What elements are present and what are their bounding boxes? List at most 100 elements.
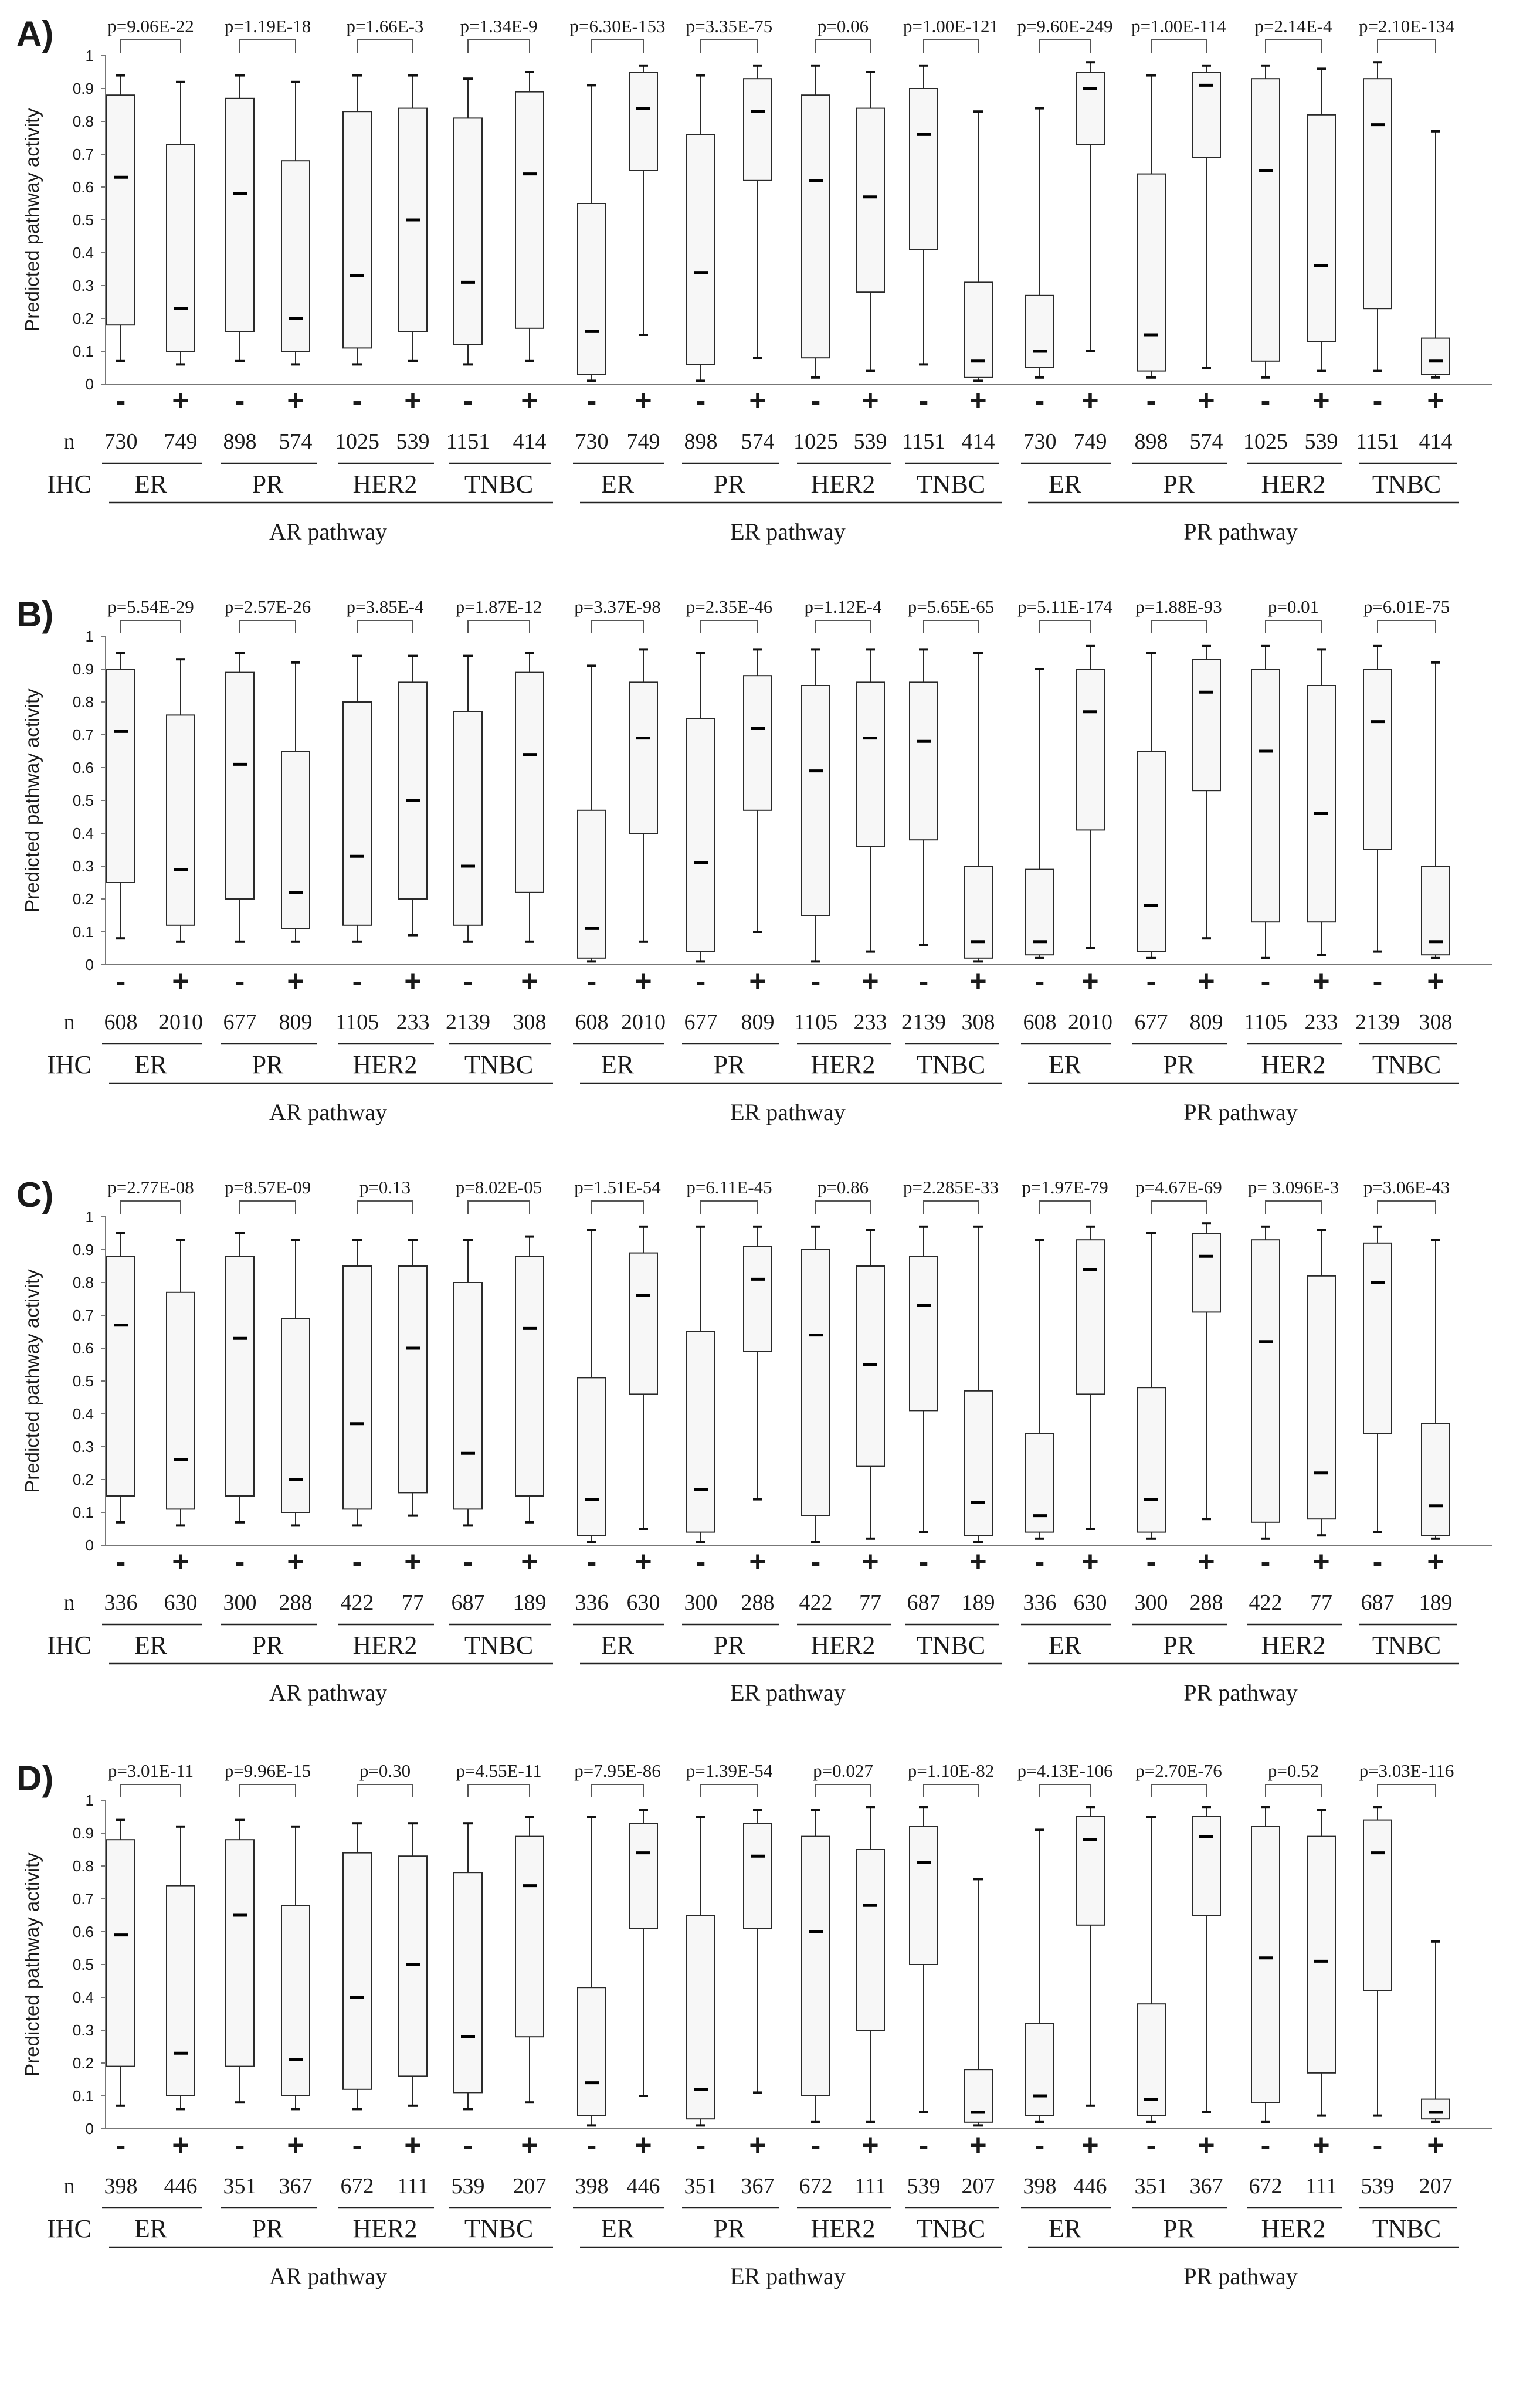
panel-c-p-value: p=1.97E-79: [1022, 1177, 1108, 1197]
panel-d-y-axis-title: Predicted pathway activity: [21, 1852, 43, 2077]
panel-d-p-value-bracket: [239, 1784, 296, 1797]
panel-b-n-value: 308: [513, 1010, 547, 1034]
panel-d-ihc-label: HER2: [1261, 2214, 1326, 2243]
panel-b-n-value: 308: [1419, 1010, 1453, 1034]
panel-a-n-value: 730: [1023, 429, 1057, 454]
panel-d-p-value-bracket: [467, 1784, 530, 1797]
panel-a-y-tick-label: 0.9: [73, 80, 94, 97]
panel-d-p-value-bracket: [700, 1784, 758, 1797]
panel-c-box: [577, 1377, 606, 1536]
panel-d-sign-label: -: [811, 2129, 821, 2162]
panel-d-box: [1363, 1819, 1392, 1991]
panel-d-p-value-bracket: [923, 1784, 979, 1797]
panel-c-sign-label: +: [1427, 1545, 1444, 1578]
panel-b-n-value: 2010: [158, 1010, 203, 1034]
panel-d-n-value: 539: [907, 2174, 941, 2198]
panel-c-n-value: 288: [1190, 1590, 1223, 1615]
panel-c-box: [1025, 1433, 1054, 1533]
panel-c-label: C): [16, 1175, 53, 1214]
panel-a-ihc-label: TNBC: [1372, 470, 1441, 498]
panel-b-ihc-label: ER: [1049, 1050, 1082, 1079]
panel-a-box: [1076, 72, 1105, 145]
panel-b-n-value: 233: [1305, 1010, 1338, 1034]
panel-d-pathway-label: PR pathway: [1183, 2263, 1297, 2289]
panel-d-sign-label: +: [1081, 2129, 1098, 2162]
panel-c-p-value-bracket: [467, 1200, 530, 1214]
panel-b-n-value: 2139: [901, 1010, 946, 1034]
panel-b-sign-label: +: [1312, 965, 1329, 997]
panel-d-box: [964, 2069, 993, 2123]
panel-b-p-value: p=3.85E-4: [347, 596, 424, 617]
panel-d-p-value: p=1.10E-82: [908, 1760, 995, 1781]
panel-d-sign-label: +: [404, 2129, 421, 2162]
panel-b-y-tick-label: 1: [86, 627, 94, 645]
panel-b-box: [686, 718, 715, 952]
panel-d-box: [686, 1915, 715, 2120]
panel-c-n-row-label: n: [64, 1590, 75, 1615]
panel-c-sign-label: -: [587, 1545, 597, 1578]
panel-a-sign-label: +: [749, 384, 766, 417]
panel-c-n-value: 687: [907, 1590, 941, 1615]
panel-d-y-tick-label: 0: [86, 2120, 94, 2137]
panel-a-box: [515, 91, 544, 329]
panel-b-p-value: p=1.88E-93: [1135, 596, 1222, 617]
panel-c-pathway-label: ER pathway: [730, 1680, 846, 1706]
panel-a-sign-label: -: [352, 384, 362, 417]
panel-d-box: [801, 1835, 830, 2097]
panel-d-sign-label: -: [587, 2129, 597, 2162]
panel-c-y-tick-label: 0.6: [73, 1339, 94, 1357]
panel-c-y-tick-label: 0.5: [73, 1372, 94, 1390]
panel-a-box: [1307, 114, 1336, 342]
panel-d-n-value: 367: [279, 2174, 313, 2198]
panel-a-n-value: 898: [684, 429, 718, 454]
panel-d-n-value: 446: [627, 2174, 660, 2198]
panel-b-n-value: 809: [1190, 1010, 1223, 1034]
panel-b-n-row-label: n: [64, 1010, 75, 1034]
panel-a-box: [1025, 294, 1054, 368]
panel-a-n-value: 574: [741, 429, 775, 454]
panel-b-sign-label: +: [287, 965, 304, 997]
panel-a-box: [1421, 337, 1450, 375]
panel-a-sign-label: -: [919, 384, 929, 417]
panel-d-box: [1025, 2023, 1054, 2116]
panel-d-p-value: p=4.13E-106: [1017, 1760, 1113, 1781]
panel-b-p-value-bracket: [239, 620, 296, 633]
panel-d-ihc-label: PR: [714, 2214, 745, 2243]
panel-b-sign-label: -: [1373, 965, 1383, 997]
panel-c-box: [909, 1256, 938, 1412]
panel-c-sign-label: -: [116, 1545, 126, 1578]
panel-b-n-value: 2010: [621, 1010, 666, 1034]
panel-c-sign-label: +: [1081, 1545, 1098, 1578]
panel-d-p-value: p=7.95E-86: [574, 1760, 661, 1781]
panel-c-n-value: 77: [859, 1590, 881, 1615]
panel-a-ihc-label: PR: [714, 470, 745, 498]
panel-d-y-tick-label: 0.3: [73, 2021, 94, 2039]
panel-d-n-value: 351: [1135, 2174, 1168, 2198]
panel-a-sign-label: -: [116, 384, 126, 417]
panel-d-y-tick-label: 0.7: [73, 1890, 94, 1908]
panel-a-ihc-label: PR: [252, 470, 284, 498]
panel-a-sign-label: +: [404, 384, 421, 417]
panel-a-p-value: p=9.60E-249: [1017, 16, 1113, 36]
panel-d-box: [1076, 1816, 1105, 1926]
panel-a-n-value: 1151: [902, 429, 946, 454]
panel-d-box: [281, 1905, 310, 2096]
panel-d-n-value: 398: [104, 2174, 138, 2198]
panel-a-p-value: p=9.06E-22: [107, 16, 194, 36]
panel-a-p-value: p=6.30E-153: [570, 16, 666, 36]
panel-c-box: [398, 1265, 428, 1494]
panel-a-y-tick-label: 0.7: [73, 145, 94, 163]
panel-c-ihc-label: PR: [714, 1631, 745, 1660]
panel-d-sign-label: -: [463, 2129, 473, 2162]
panel-b-n-value: 233: [396, 1010, 430, 1034]
panel-b-box: [577, 809, 606, 959]
panel-a-y-tick-label: 0.3: [73, 277, 94, 294]
panel-c-sign-label: +: [521, 1545, 538, 1578]
panel-d-sign-label: +: [287, 2129, 304, 2162]
panel-d-box: [629, 1823, 658, 1929]
panel-b-ihc-label: HER2: [353, 1050, 418, 1079]
panel-c-y-tick-label: 0: [86, 1536, 94, 1554]
panel-c-n-value: 77: [1310, 1590, 1332, 1615]
panel-c-ihc-label: ER: [134, 1631, 168, 1660]
panel-d-sign-label: +: [521, 2129, 538, 2162]
